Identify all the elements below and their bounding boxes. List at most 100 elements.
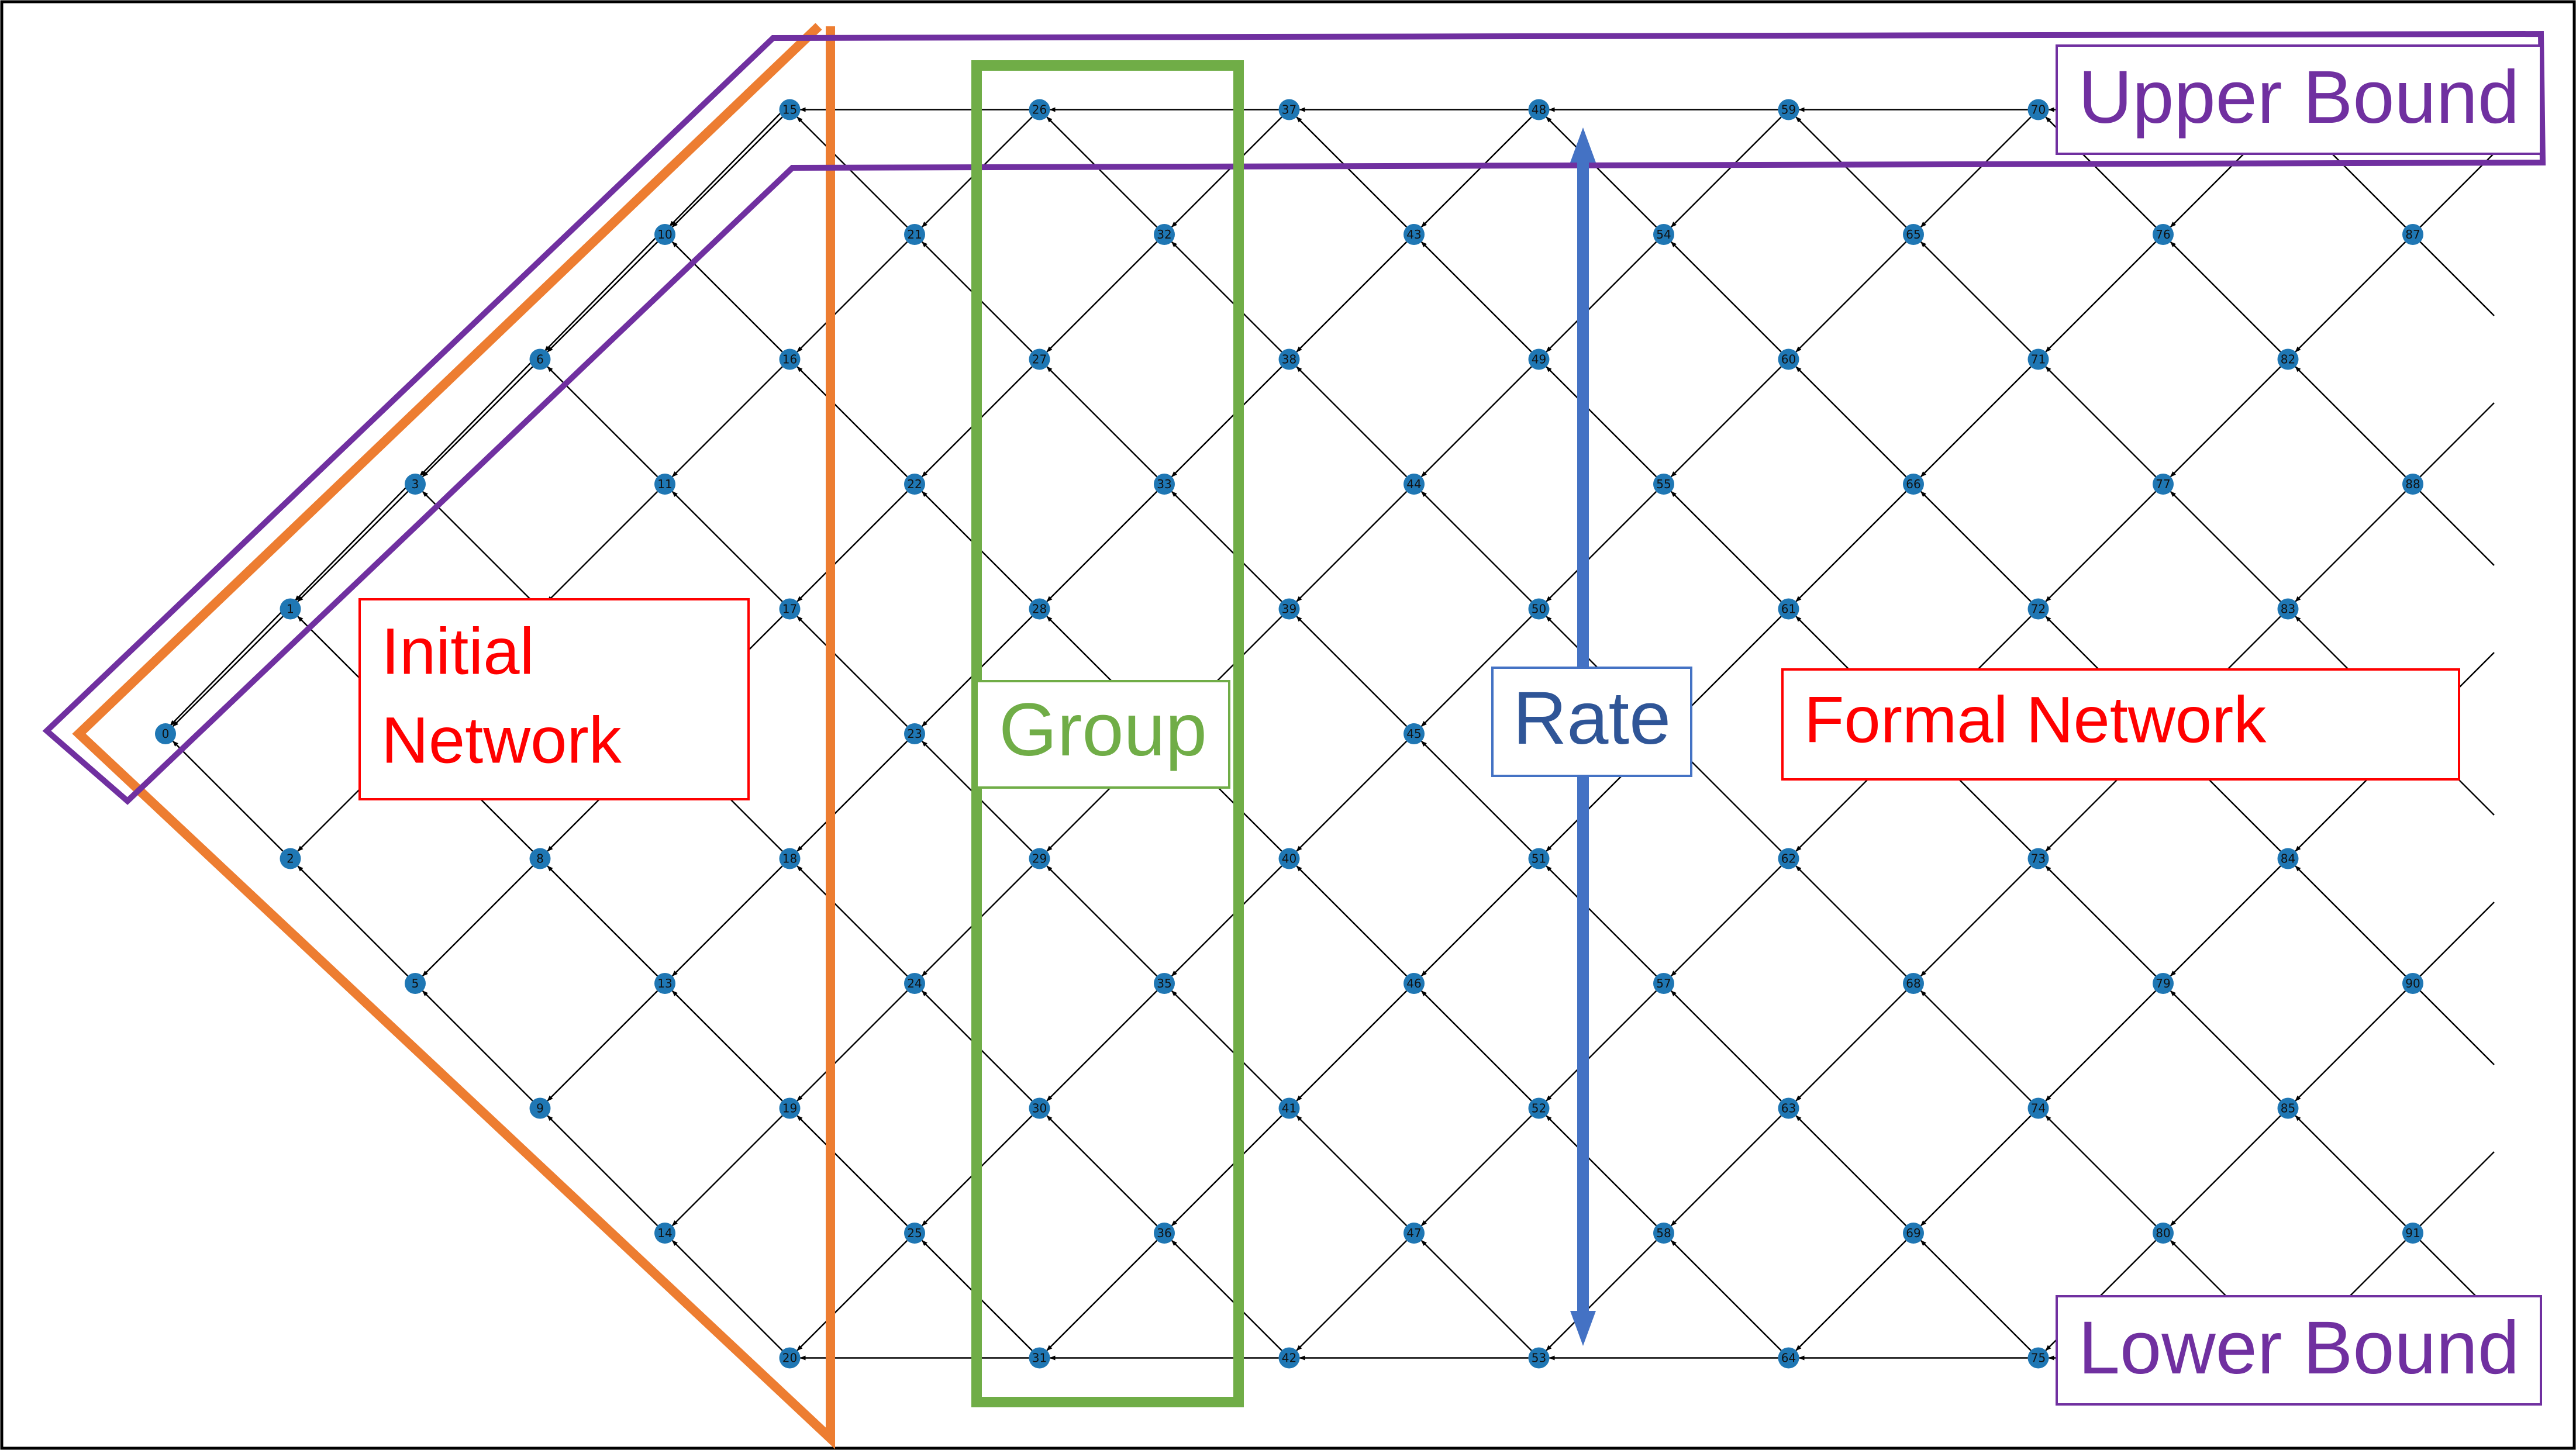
network-edge — [1296, 241, 1408, 353]
node-label: 24 — [907, 976, 922, 990]
node-label: 87 — [2405, 227, 2420, 241]
network-node — [654, 224, 675, 245]
node-label: 37 — [1282, 103, 1296, 117]
network-edge — [547, 865, 658, 977]
network-node — [1653, 973, 1674, 994]
network-node — [1029, 348, 1050, 370]
network-edge — [1046, 366, 1158, 478]
network-edge — [1420, 990, 1532, 1102]
network-edge — [796, 241, 908, 353]
network-edge — [1546, 241, 1657, 353]
network-node — [654, 1223, 675, 1244]
node-label: 53 — [1532, 1351, 1546, 1365]
node-label: 5 — [412, 976, 419, 990]
network-node — [1528, 848, 1550, 869]
network-node — [2027, 848, 2049, 869]
network-node — [1778, 848, 1799, 869]
node-label: 45 — [1406, 727, 1421, 741]
lower-bound-label: Lower Bound — [2078, 1306, 2519, 1390]
network-edge — [547, 1115, 658, 1227]
network-node — [904, 973, 925, 994]
network-node — [2027, 598, 2049, 620]
network-node — [2153, 973, 2174, 994]
node-label: 35 — [1157, 976, 1171, 990]
network-edge — [1670, 990, 1782, 1102]
network-edge — [796, 990, 908, 1102]
node-label: 8 — [536, 852, 544, 866]
network-edge — [2045, 241, 2157, 353]
network-edge — [2419, 241, 2495, 316]
network-edge — [297, 491, 409, 602]
node-label: 84 — [2281, 852, 2295, 866]
network-edge — [1546, 1240, 1657, 1351]
network-node — [1903, 224, 1924, 245]
network-edge — [547, 241, 658, 353]
network-node — [1903, 474, 1924, 495]
node-label: 73 — [2031, 852, 2046, 866]
node-label: 85 — [2281, 1102, 2295, 1116]
network-edge — [1920, 241, 2032, 353]
network-edge — [1296, 491, 1408, 602]
network-node — [2402, 224, 2423, 245]
network-node — [2277, 848, 2299, 869]
node-label: 2 — [287, 852, 294, 866]
network-node — [1528, 348, 1550, 370]
network-node — [779, 598, 801, 620]
network-edge — [2045, 1115, 2157, 1227]
network-node — [1278, 598, 1300, 620]
node-label: 65 — [1906, 227, 1920, 241]
node-label: 64 — [1781, 1351, 1796, 1365]
node-label: 49 — [1532, 353, 1546, 367]
network-node — [1528, 99, 1550, 120]
node-label: 27 — [1032, 353, 1047, 367]
network-edge — [1171, 116, 1282, 228]
node-label: 48 — [1532, 103, 1546, 117]
node-label: 58 — [1656, 1226, 1671, 1240]
network-edge — [1296, 616, 1408, 727]
network-node — [2402, 474, 2423, 495]
network-edge — [1670, 116, 1782, 228]
node-label: 61 — [1781, 602, 1796, 616]
node-label: 59 — [1781, 103, 1796, 117]
network-node — [529, 848, 551, 869]
node-label: 82 — [2281, 353, 2295, 367]
node-label: 0 — [162, 727, 170, 741]
node-label: 54 — [1656, 227, 1671, 241]
network-edge — [1420, 241, 1532, 353]
network-node — [1029, 848, 1050, 869]
node-label: 38 — [1282, 353, 1296, 367]
network-edge — [170, 609, 284, 726]
network-edge — [1795, 116, 1907, 228]
network-edge — [1795, 1115, 1907, 1227]
network-edge — [1171, 1115, 1282, 1227]
network-edge — [796, 865, 908, 977]
node-label: 39 — [1282, 602, 1296, 616]
network-node — [1278, 848, 1300, 869]
network-node — [1278, 99, 1300, 120]
network-edge — [1920, 865, 2032, 977]
network-node — [2402, 1223, 2423, 1244]
network-edge — [1670, 1240, 1782, 1351]
rate-label: Rate — [1513, 676, 1671, 760]
network-node — [1403, 973, 1425, 994]
network-edge — [2170, 1115, 2281, 1227]
network-node — [1154, 474, 1175, 495]
node-label: 32 — [1157, 227, 1171, 241]
network-edge — [1296, 366, 1408, 478]
network-node — [1029, 1347, 1050, 1369]
network-edge — [1795, 366, 1907, 478]
network-node — [1029, 1097, 1050, 1119]
network-node — [1278, 348, 1300, 370]
node-label: 30 — [1032, 1102, 1047, 1116]
network-nodes: 0123568910111314151617181920212223242526… — [155, 99, 2423, 1369]
node-label: 51 — [1532, 852, 1546, 866]
network-edge — [422, 990, 533, 1102]
network-edge — [1546, 116, 1657, 228]
network-edge — [1171, 491, 1282, 602]
network-edge — [1420, 491, 1532, 602]
network-node — [2277, 598, 2299, 620]
network-edge — [671, 116, 783, 228]
node-label: 77 — [2156, 477, 2170, 491]
rate-callout: Rate — [1491, 667, 1692, 777]
network-edge — [1546, 491, 1657, 602]
